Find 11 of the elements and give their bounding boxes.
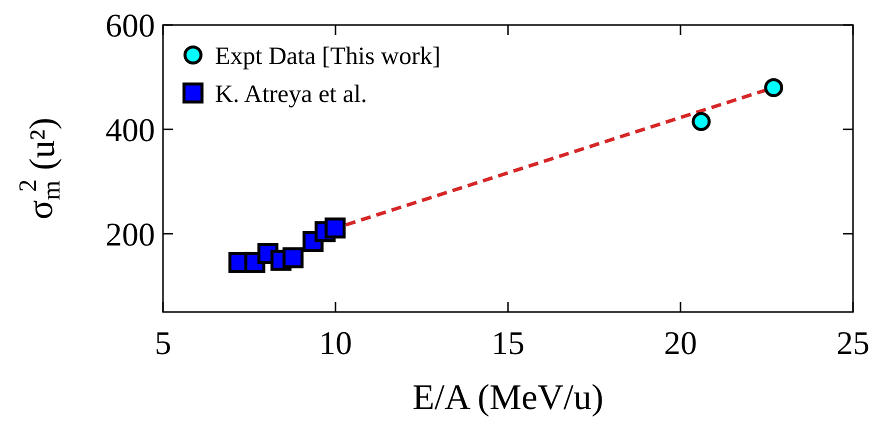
y-tick-label: 400 xyxy=(106,112,155,149)
legend-label: Expt Data [This work] xyxy=(215,42,441,70)
y-tick-label: 600 xyxy=(106,8,155,45)
x-tick-label: 20 xyxy=(664,326,697,362)
x-tick-label: 15 xyxy=(492,326,524,362)
x-tick-label: 10 xyxy=(319,326,352,362)
x-axis-title: E/A (MeV/u) xyxy=(412,377,604,417)
x-tick-label: 5 xyxy=(154,326,172,362)
legend-label: K. Atreya et al. xyxy=(215,80,368,108)
y-tick-label: 200 xyxy=(106,217,155,254)
x-tick-label: 25 xyxy=(836,326,870,362)
